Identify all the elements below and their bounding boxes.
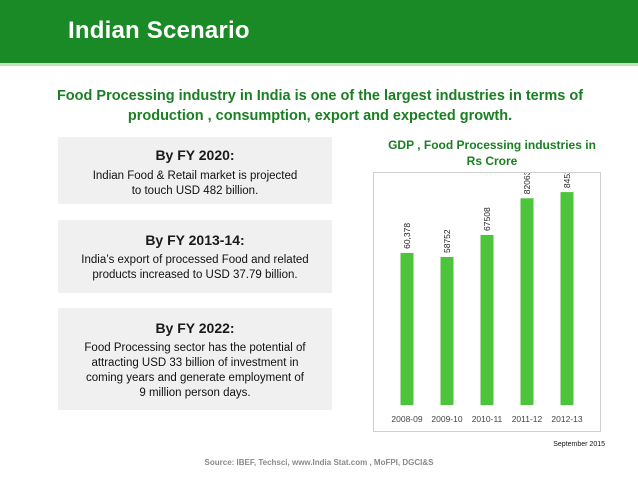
- bar-2012-13: [560, 192, 574, 405]
- data-label-2010-11: 67508: [482, 207, 492, 231]
- fact-card-body: Indian Food & Retail market is projected…: [58, 169, 332, 199]
- data-label-2011-12: 82063: [522, 173, 532, 194]
- fact-card-body: Food Processing sector has the potential…: [58, 341, 332, 401]
- bar-2011-12: [520, 198, 534, 405]
- fact-card-line: Indian Food & Retail market is projected: [92, 170, 298, 182]
- fact-card-heading: By FY 2013-14:: [145, 232, 245, 248]
- fact-card-line: India’s export of processed Food and rel…: [81, 254, 309, 266]
- page-title: Indian Scenario: [68, 17, 250, 44]
- fact-card-line: attracting USD 33 billion of investment …: [91, 357, 299, 369]
- fact-card-2022: By FY 2022: Food Processing sector has t…: [58, 308, 332, 410]
- bar-2009-10: [440, 257, 454, 405]
- data-label-2012-13: 84522: [562, 173, 572, 188]
- date-label: September 2015: [553, 441, 605, 448]
- x-tick-label: 2009-10: [431, 414, 462, 424]
- fact-card-2020: By FY 2020: Indian Food & Retail market …: [58, 137, 332, 204]
- x-tick-label: 2011-12: [512, 414, 543, 424]
- fact-card-2013-14: By FY 2013-14: India’s export of process…: [58, 220, 332, 293]
- intro-text: Food Processing industry in India is one…: [56, 88, 584, 124]
- bar-chart: 60,378 2008-09 58752 2009-10 67508 2010-11 820…: [391, 164, 582, 424]
- fact-card-line: to touch USD 482 billion.: [131, 185, 259, 197]
- fact-card-heading: By FY 2020:: [155, 147, 235, 163]
- fact-card-line: products increased to USD 37.79 billion.: [92, 269, 298, 281]
- header-bar: Indian Scenario: [0, 0, 638, 63]
- bar-2010-11: [480, 234, 494, 405]
- data-label-2009-10: 58752: [442, 229, 452, 253]
- bar-2008-09: [400, 252, 414, 405]
- chart-title: GDP , Food Processing industries in Rs C…: [388, 138, 596, 168]
- x-tick-label: 2008-09: [391, 414, 422, 424]
- fact-card-line: coming years and generate employment of: [86, 372, 304, 384]
- data-label-2008-09: 60,378: [402, 223, 412, 249]
- x-tick-label: 2012-13: [551, 414, 582, 424]
- fact-card-heading: By FY 2022:: [155, 320, 235, 336]
- chart-frame: 60,378 2008-09 58752 2009-10 67508 2010-11 820…: [373, 164, 601, 432]
- header-divider: [0, 63, 638, 66]
- x-tick-label: 2010-11: [472, 414, 503, 424]
- fact-card-line: Food Processing sector has the potential…: [84, 342, 306, 354]
- fact-card-body: India’s export of processed Food and rel…: [58, 253, 332, 283]
- fact-card-line: 9 million person days.: [139, 387, 251, 399]
- source-note: Source: IBEF, Techsci, www.India Stat.co…: [204, 458, 434, 467]
